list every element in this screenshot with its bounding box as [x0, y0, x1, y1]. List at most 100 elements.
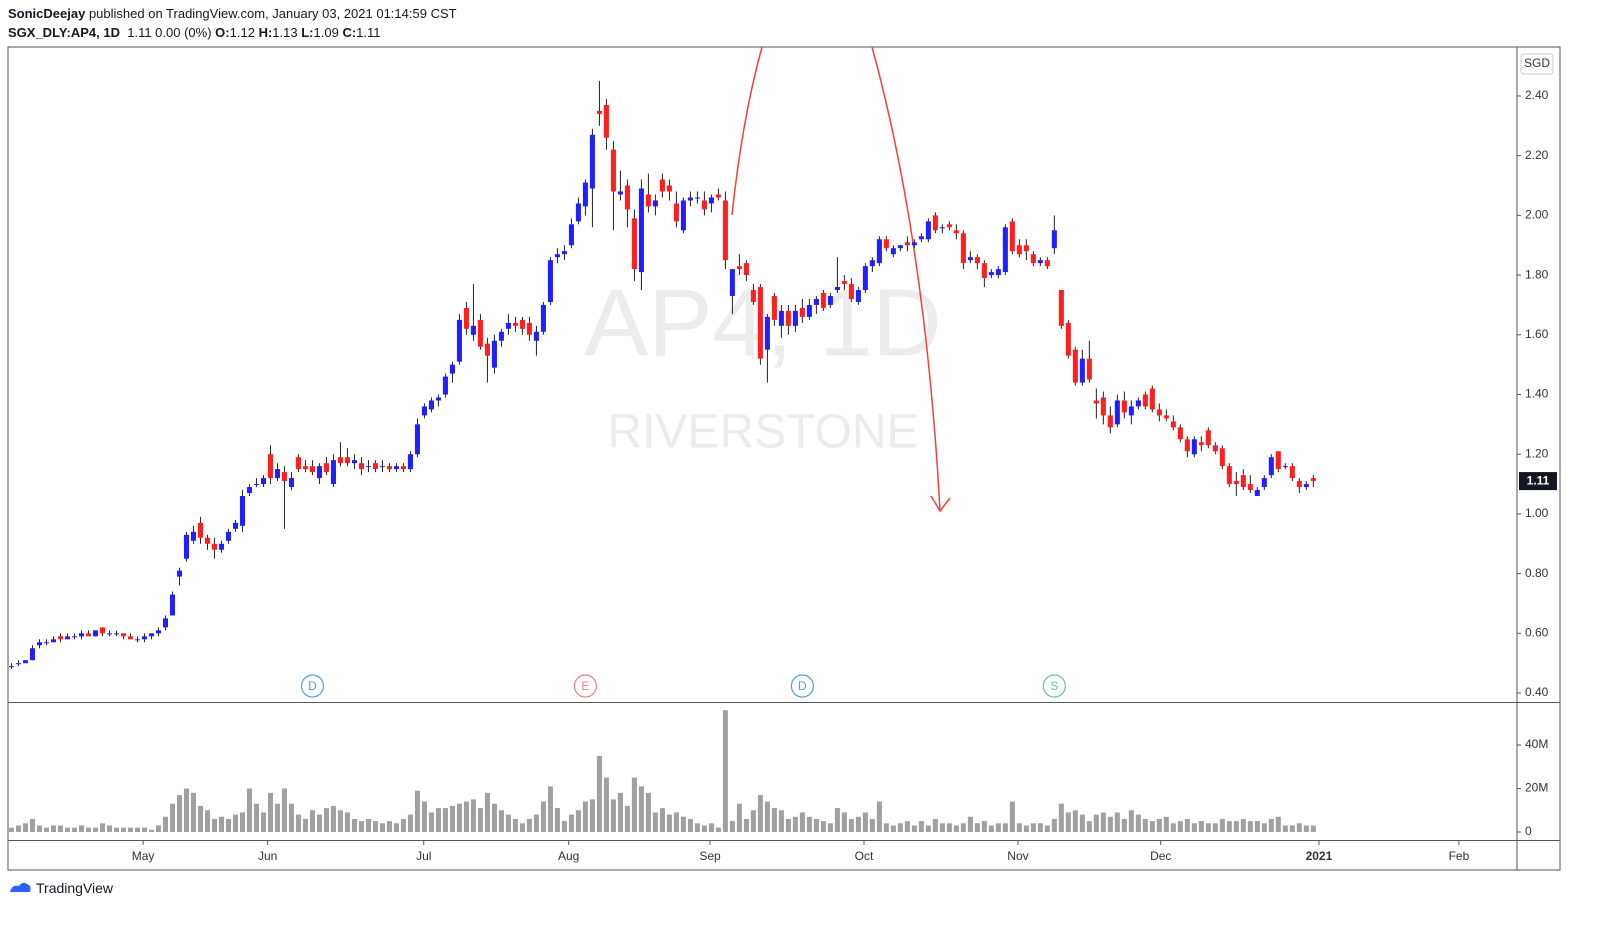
currency[interactable]: SGD: [1524, 56, 1550, 70]
candle-body: [134, 639, 141, 641]
volume-bar: [372, 821, 378, 832]
volume-bar: [449, 805, 455, 832]
candle-body: [323, 463, 329, 473]
candle-body: [71, 636, 78, 638]
candle-body: [337, 457, 343, 464]
candle-body: [813, 298, 819, 305]
candle-body: [148, 633, 155, 637]
candle-body: [953, 230, 959, 234]
volume-bar: [1282, 825, 1288, 832]
candle-body: [1044, 260, 1050, 267]
volume-bar: [1142, 818, 1148, 832]
y-tick-label: 1.40: [1525, 387, 1549, 401]
candle-body: [575, 203, 581, 222]
volume-bar: [897, 823, 903, 832]
candle-body: [932, 215, 938, 231]
candle-body: [988, 272, 994, 276]
volume-bar: [778, 810, 784, 832]
volume-bar: [624, 805, 630, 832]
candle-body: [750, 290, 756, 302]
volume-bar: [1303, 825, 1309, 832]
candle-body: [1254, 490, 1260, 497]
candle-body: [141, 636, 148, 640]
candle-body: [484, 343, 490, 356]
candle-body: [610, 149, 616, 192]
candle-body: [106, 633, 113, 635]
volume-bar: [393, 823, 399, 832]
volume-bar: [484, 792, 490, 832]
volume-bar: [589, 799, 595, 832]
published: published on TradingView.com, January 03…: [88, 6, 457, 21]
candle-body: [1100, 397, 1106, 416]
candle-body: [1016, 245, 1022, 255]
volume-bar: [267, 792, 273, 832]
ohlc-value: 1.12: [229, 25, 255, 40]
candle-body: [540, 304, 546, 332]
candle-body: [708, 197, 714, 204]
volume-bar: [106, 825, 113, 832]
candle-body: [1247, 484, 1253, 491]
candle-body: [1037, 260, 1043, 264]
volume-bar: [715, 827, 721, 832]
volume-bar: [204, 810, 210, 832]
candle-body: [113, 633, 120, 635]
candle-body: [414, 424, 420, 455]
candle-body: [1135, 400, 1141, 407]
volume-bar: [750, 810, 756, 832]
volume-bar: [379, 823, 385, 832]
volume-bar: [407, 814, 413, 832]
candle-body: [169, 594, 175, 616]
volume-bar: [1030, 823, 1036, 832]
volume-bar: [197, 805, 203, 832]
volume-bar: [1128, 810, 1134, 832]
volume-bar: [743, 818, 749, 832]
candle-body: [1149, 388, 1155, 410]
volume-bar: [1086, 821, 1092, 832]
volume-tick-label: 0: [1525, 824, 1532, 838]
volume-bar: [834, 808, 840, 832]
volume-bar: [491, 803, 497, 832]
candle-body: [1079, 358, 1085, 383]
event-marker: [573, 674, 598, 698]
volume-bar: [358, 821, 364, 832]
volume-bar: [442, 808, 448, 832]
candle-body: [211, 543, 217, 550]
currency-box[interactable]: [1520, 53, 1554, 75]
candle-body: [1156, 409, 1162, 416]
candle-body: [722, 200, 728, 261]
volume-bar: [561, 821, 567, 832]
y-tick-label: 2.00: [1525, 208, 1549, 222]
candle-body: [162, 618, 168, 628]
y-tick-label: 1.60: [1525, 327, 1549, 341]
candle-body: [967, 257, 973, 261]
candle-body: [631, 218, 637, 270]
volume-bar: [323, 808, 329, 832]
volume-bar: [1268, 818, 1274, 832]
volume-bar: [190, 792, 196, 832]
volume-bar: [911, 825, 917, 832]
candle-body: [911, 242, 917, 246]
candle-body: [498, 331, 504, 341]
volume-bar: [330, 805, 336, 832]
candle-body: [1226, 466, 1232, 485]
volume-bar: [575, 810, 581, 832]
candle-body: [680, 200, 686, 231]
volume-bar: [1107, 816, 1113, 832]
volume-bar: [722, 710, 728, 832]
candle-body: [512, 322, 518, 326]
candle-body: [1205, 430, 1211, 446]
candle-body: [400, 466, 406, 470]
candle-body: [939, 227, 945, 229]
volume-bar: [568, 814, 574, 832]
watermark: AP4, 1D: [584, 269, 942, 376]
volume-bar: [386, 821, 392, 832]
volume-bar: [533, 814, 539, 832]
candle-body: [785, 310, 791, 326]
volume-bar: [183, 788, 189, 832]
candle-body: [85, 633, 92, 637]
volume-bar: [680, 816, 686, 832]
logo-shape: [10, 882, 31, 892]
candle-body: [764, 316, 770, 350]
candle-body: [176, 570, 182, 577]
